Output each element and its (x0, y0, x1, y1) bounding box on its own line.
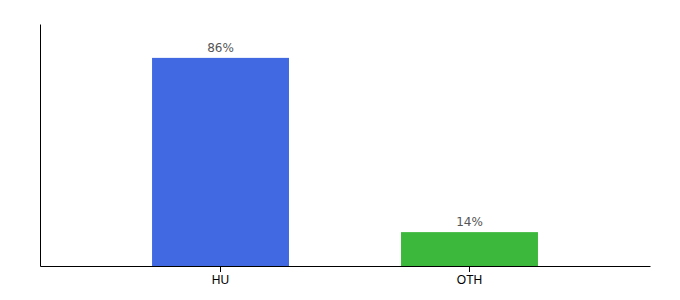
bars (152, 58, 538, 266)
x-tick-mark (469, 266, 470, 272)
bar (401, 232, 538, 266)
data-label: 14% (456, 215, 483, 229)
x-tick: OTH (457, 266, 482, 287)
chart: 86% 14% HU OTH (0, 0, 680, 300)
x-tick-label: HU (212, 273, 229, 287)
data-labels: 86% 14% (207, 41, 483, 229)
y-axis (40, 25, 41, 267)
x-tick: HU (212, 266, 229, 287)
x-axis-line (41, 266, 651, 267)
x-tick-mark (220, 266, 221, 272)
data-label: 86% (207, 41, 234, 55)
plot: 86% 14% HU OTH (41, 25, 651, 287)
x-axis: HU OTH (41, 266, 651, 287)
x-tick-label: OTH (457, 273, 482, 287)
bar (152, 58, 289, 266)
y-axis-line (40, 25, 41, 267)
